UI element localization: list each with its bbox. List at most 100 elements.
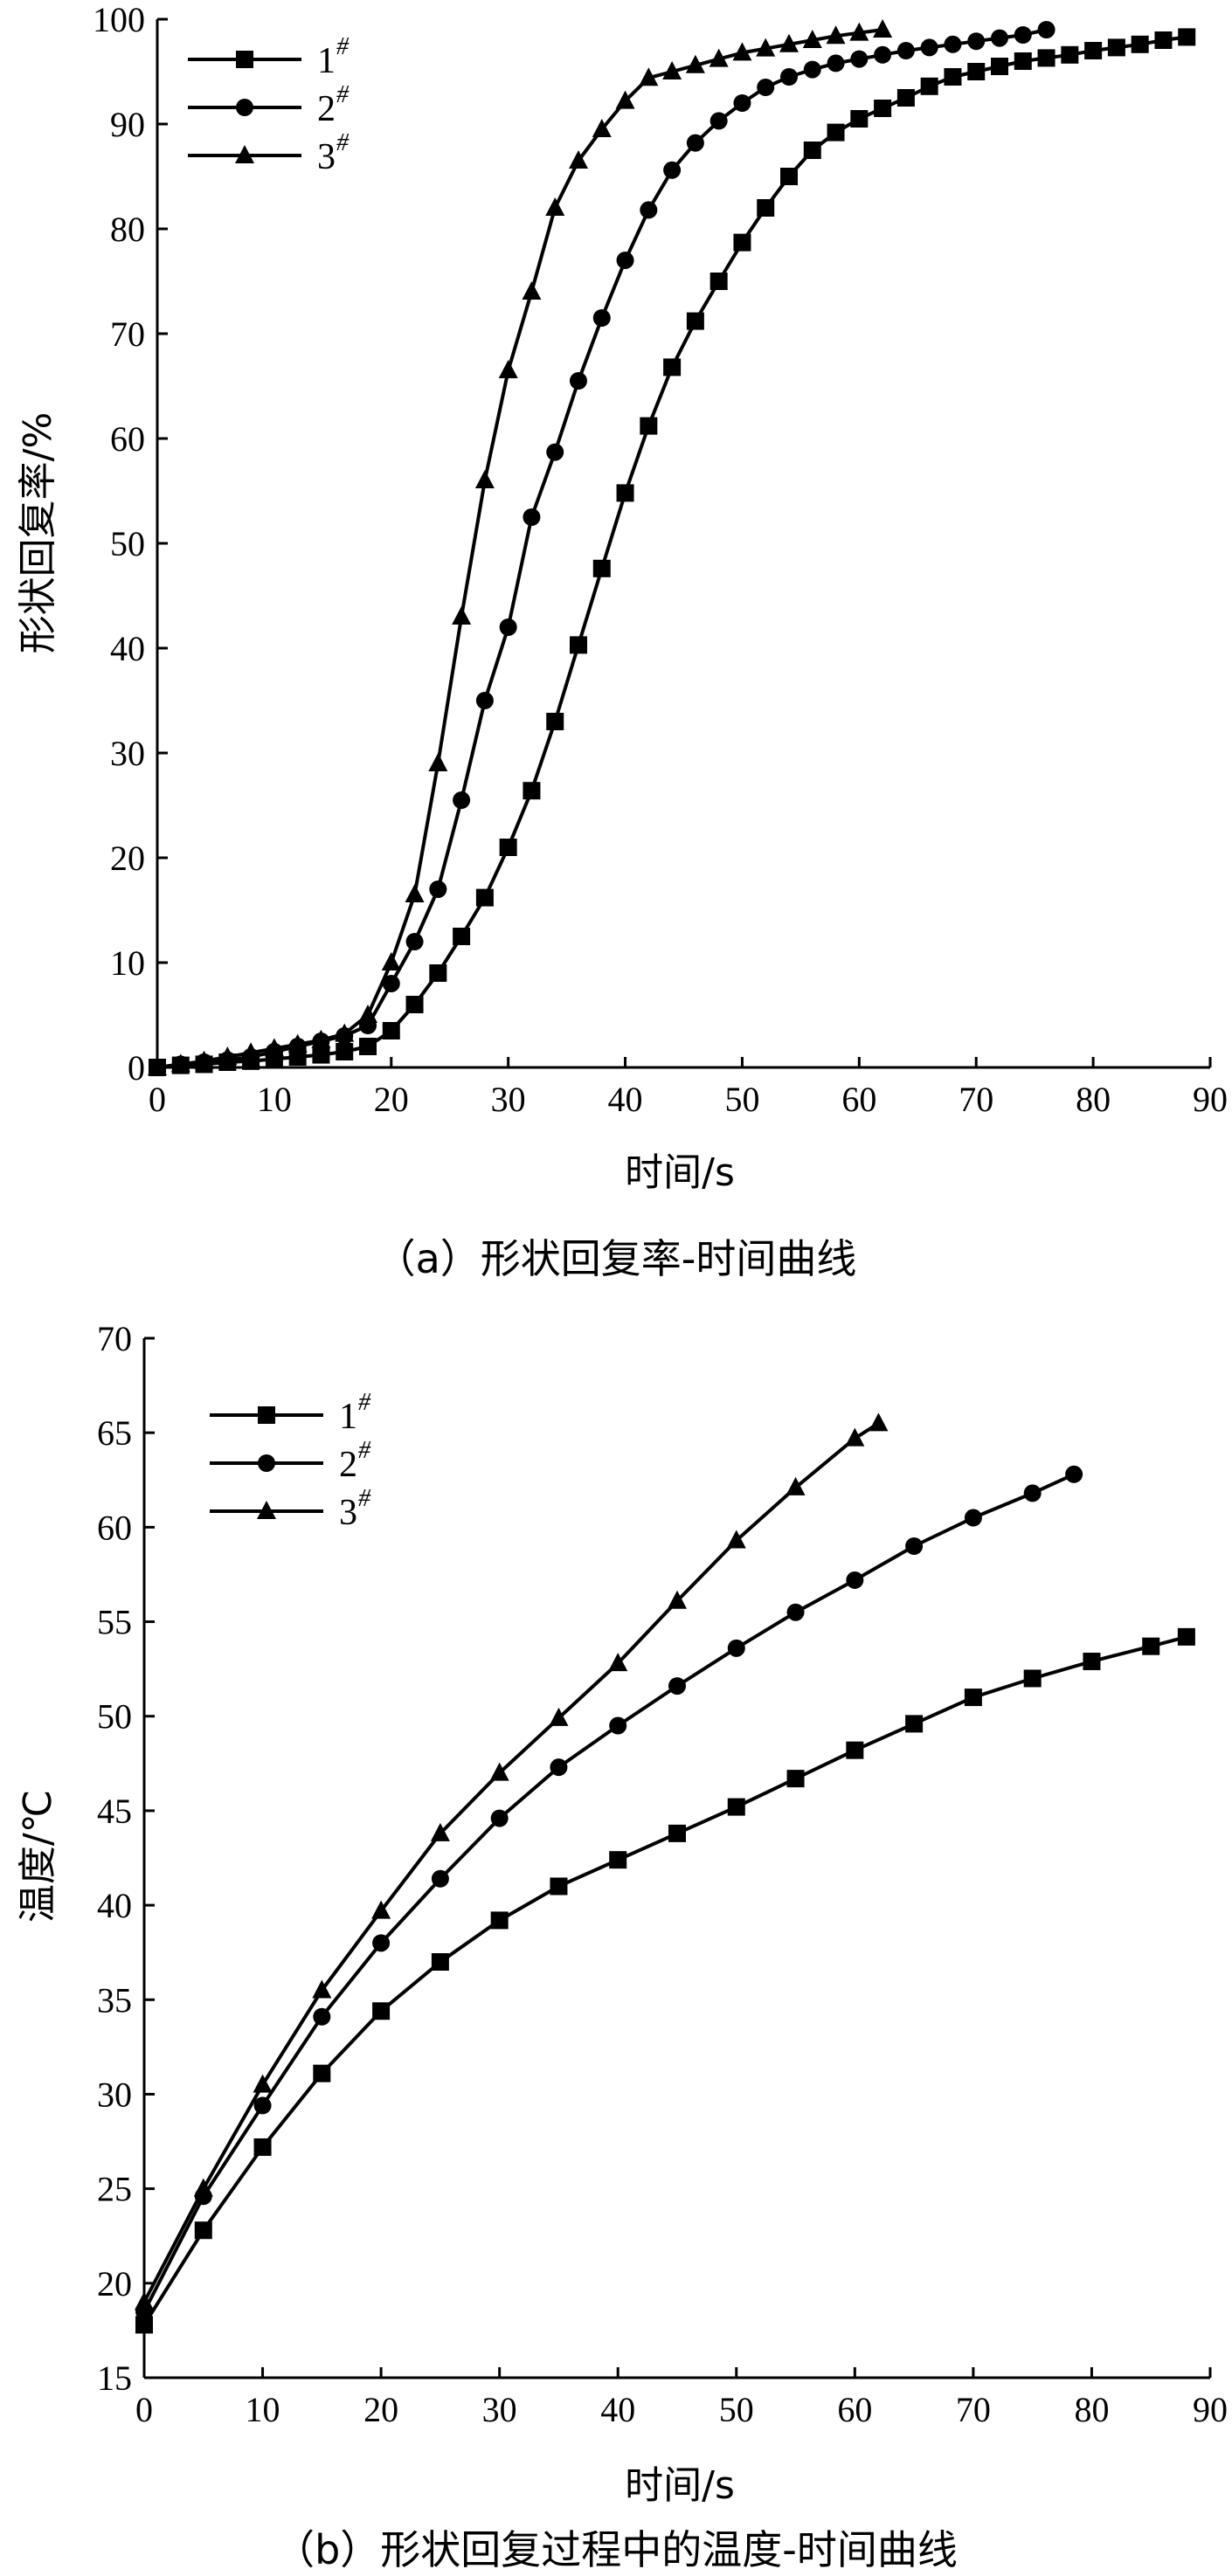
data-point-a-1 <box>429 964 447 982</box>
data-point-b-3 <box>253 2074 273 2093</box>
y-tick-label-a: 0 <box>128 1048 145 1088</box>
legend-marker-a-3 <box>235 145 254 163</box>
y-tick-label-b: 70 <box>97 1319 132 1358</box>
y-tick-label-b: 25 <box>97 2170 132 2209</box>
data-point-a-3 <box>498 360 518 378</box>
x-tick-label-b: 70 <box>956 2390 991 2429</box>
data-point-a-2 <box>429 881 447 898</box>
y-tick-label-b: 45 <box>97 1792 132 1831</box>
x-tick-label-b: 40 <box>600 2390 635 2429</box>
x-tick-label-b: 10 <box>246 2390 280 2429</box>
data-point-a-1 <box>803 142 821 159</box>
y-tick-label-b: 15 <box>97 2358 132 2398</box>
data-point-a-3 <box>756 38 776 57</box>
data-point-a-2 <box>686 134 704 152</box>
data-point-b-3 <box>135 2291 154 2310</box>
x-tick-label-a: 60 <box>841 1080 876 1119</box>
data-point-b-1 <box>846 1741 864 1759</box>
data-point-b-3 <box>430 1822 450 1841</box>
y-tick-label-b: 40 <box>97 1886 132 1925</box>
data-point-a-1 <box>1037 49 1056 67</box>
data-point-a-2 <box>475 692 494 709</box>
data-point-b-2 <box>905 1537 924 1555</box>
data-point-a-2 <box>967 32 986 51</box>
data-point-b-3 <box>608 1653 628 1672</box>
data-point-b-2 <box>964 1509 982 1527</box>
legend-item-b-2: 2 # <box>210 1437 371 1485</box>
data-point-b-1 <box>727 1798 745 1816</box>
data-point-a-3 <box>170 1053 190 1073</box>
data-point-a-1 <box>896 89 915 107</box>
data-point-a-1 <box>499 839 517 856</box>
x-tick-label-b: 20 <box>363 2390 398 2429</box>
series-a-2 <box>149 21 1056 1076</box>
data-point-a-3 <box>148 1057 167 1075</box>
data-point-a-2 <box>663 161 682 179</box>
data-point-a-1 <box>475 888 494 907</box>
data-point-b-2 <box>1065 1465 1083 1483</box>
legend-item-a-2: 2 # <box>188 81 350 129</box>
data-point-a-3 <box>545 197 565 216</box>
data-point-b-3 <box>312 1979 332 1999</box>
y-tick-label-a: 20 <box>110 839 145 878</box>
data-point-b-2 <box>609 1716 627 1735</box>
data-point-b-1 <box>1142 1637 1160 1655</box>
data-point-a-3 <box>358 1005 377 1023</box>
data-point-a-3 <box>428 753 448 771</box>
data-point-a-1 <box>405 996 424 1013</box>
data-point-a-1 <box>874 100 892 117</box>
x-tick-label-b: 90 <box>1193 2390 1228 2429</box>
x-tick-label-b: 60 <box>837 2390 872 2429</box>
data-point-b-1 <box>431 1953 449 1971</box>
data-point-a-3 <box>849 22 869 41</box>
data-point-b-2 <box>846 1571 864 1589</box>
data-point-a-2 <box>616 252 634 269</box>
data-point-a-2 <box>382 975 400 992</box>
legend-label-b-1: 1 <box>339 1397 357 1437</box>
data-point-b-1 <box>313 2064 331 2082</box>
data-point-a-2 <box>546 443 564 461</box>
data-point-a-1 <box>733 233 751 252</box>
legend-label-b-2: 2 <box>339 1445 357 1485</box>
data-point-b-2 <box>786 1603 805 1621</box>
data-point-a-1 <box>1131 35 1149 53</box>
legend-label-sup-a-3: # <box>336 129 350 156</box>
data-point-b-3 <box>371 1900 391 1919</box>
data-point-a-2 <box>453 791 471 809</box>
data-point-a-3 <box>194 1050 214 1069</box>
data-point-a-2 <box>640 201 658 219</box>
data-point-b-1 <box>135 2316 153 2334</box>
data-point-a-1 <box>663 358 682 376</box>
series-b-2 <box>135 1465 1083 2321</box>
series-line-b-2 <box>142 1472 1075 2313</box>
data-point-a-2 <box>920 38 938 57</box>
legend-label-a-1: 1 <box>317 41 336 81</box>
data-point-a-1 <box>453 928 471 945</box>
data-point-a-1 <box>1107 38 1125 57</box>
legend-marker-a-2 <box>236 99 253 116</box>
y-axis-title-a: 形状回复率/% <box>16 412 60 654</box>
x-tick-label-b: 0 <box>135 2390 153 2429</box>
data-point-a-1 <box>944 68 962 86</box>
data-point-b-1 <box>550 1877 568 1896</box>
legend-label-a-2: 2 <box>317 89 336 129</box>
data-point-a-2 <box>896 42 915 59</box>
series-b-1 <box>135 1627 1195 2334</box>
data-point-a-1 <box>780 168 798 185</box>
chart-panel-b: 温度/℃ 时间/s （b）形状回复过程中的温度-时间曲线 0 10 20 30 40 50… <box>16 1319 1228 2573</box>
data-point-a-3 <box>522 281 542 300</box>
data-point-a-1 <box>1178 28 1196 46</box>
legend-label-sup-b-3: # <box>358 1485 371 1512</box>
data-point-b-2 <box>1023 1484 1042 1502</box>
data-point-a-1 <box>312 1046 330 1064</box>
x-tick-label-a: 70 <box>959 1080 993 1119</box>
data-point-b-1 <box>1023 1669 1042 1688</box>
data-point-a-1 <box>827 123 845 142</box>
y-tick-label-a: 70 <box>110 314 145 354</box>
x-axis-title-b: 时间/s <box>625 2463 735 2508</box>
data-point-a-2 <box>757 79 775 96</box>
data-point-a-2 <box>1037 21 1056 38</box>
data-point-b-2 <box>550 1758 568 1777</box>
data-point-a-1 <box>850 110 869 128</box>
